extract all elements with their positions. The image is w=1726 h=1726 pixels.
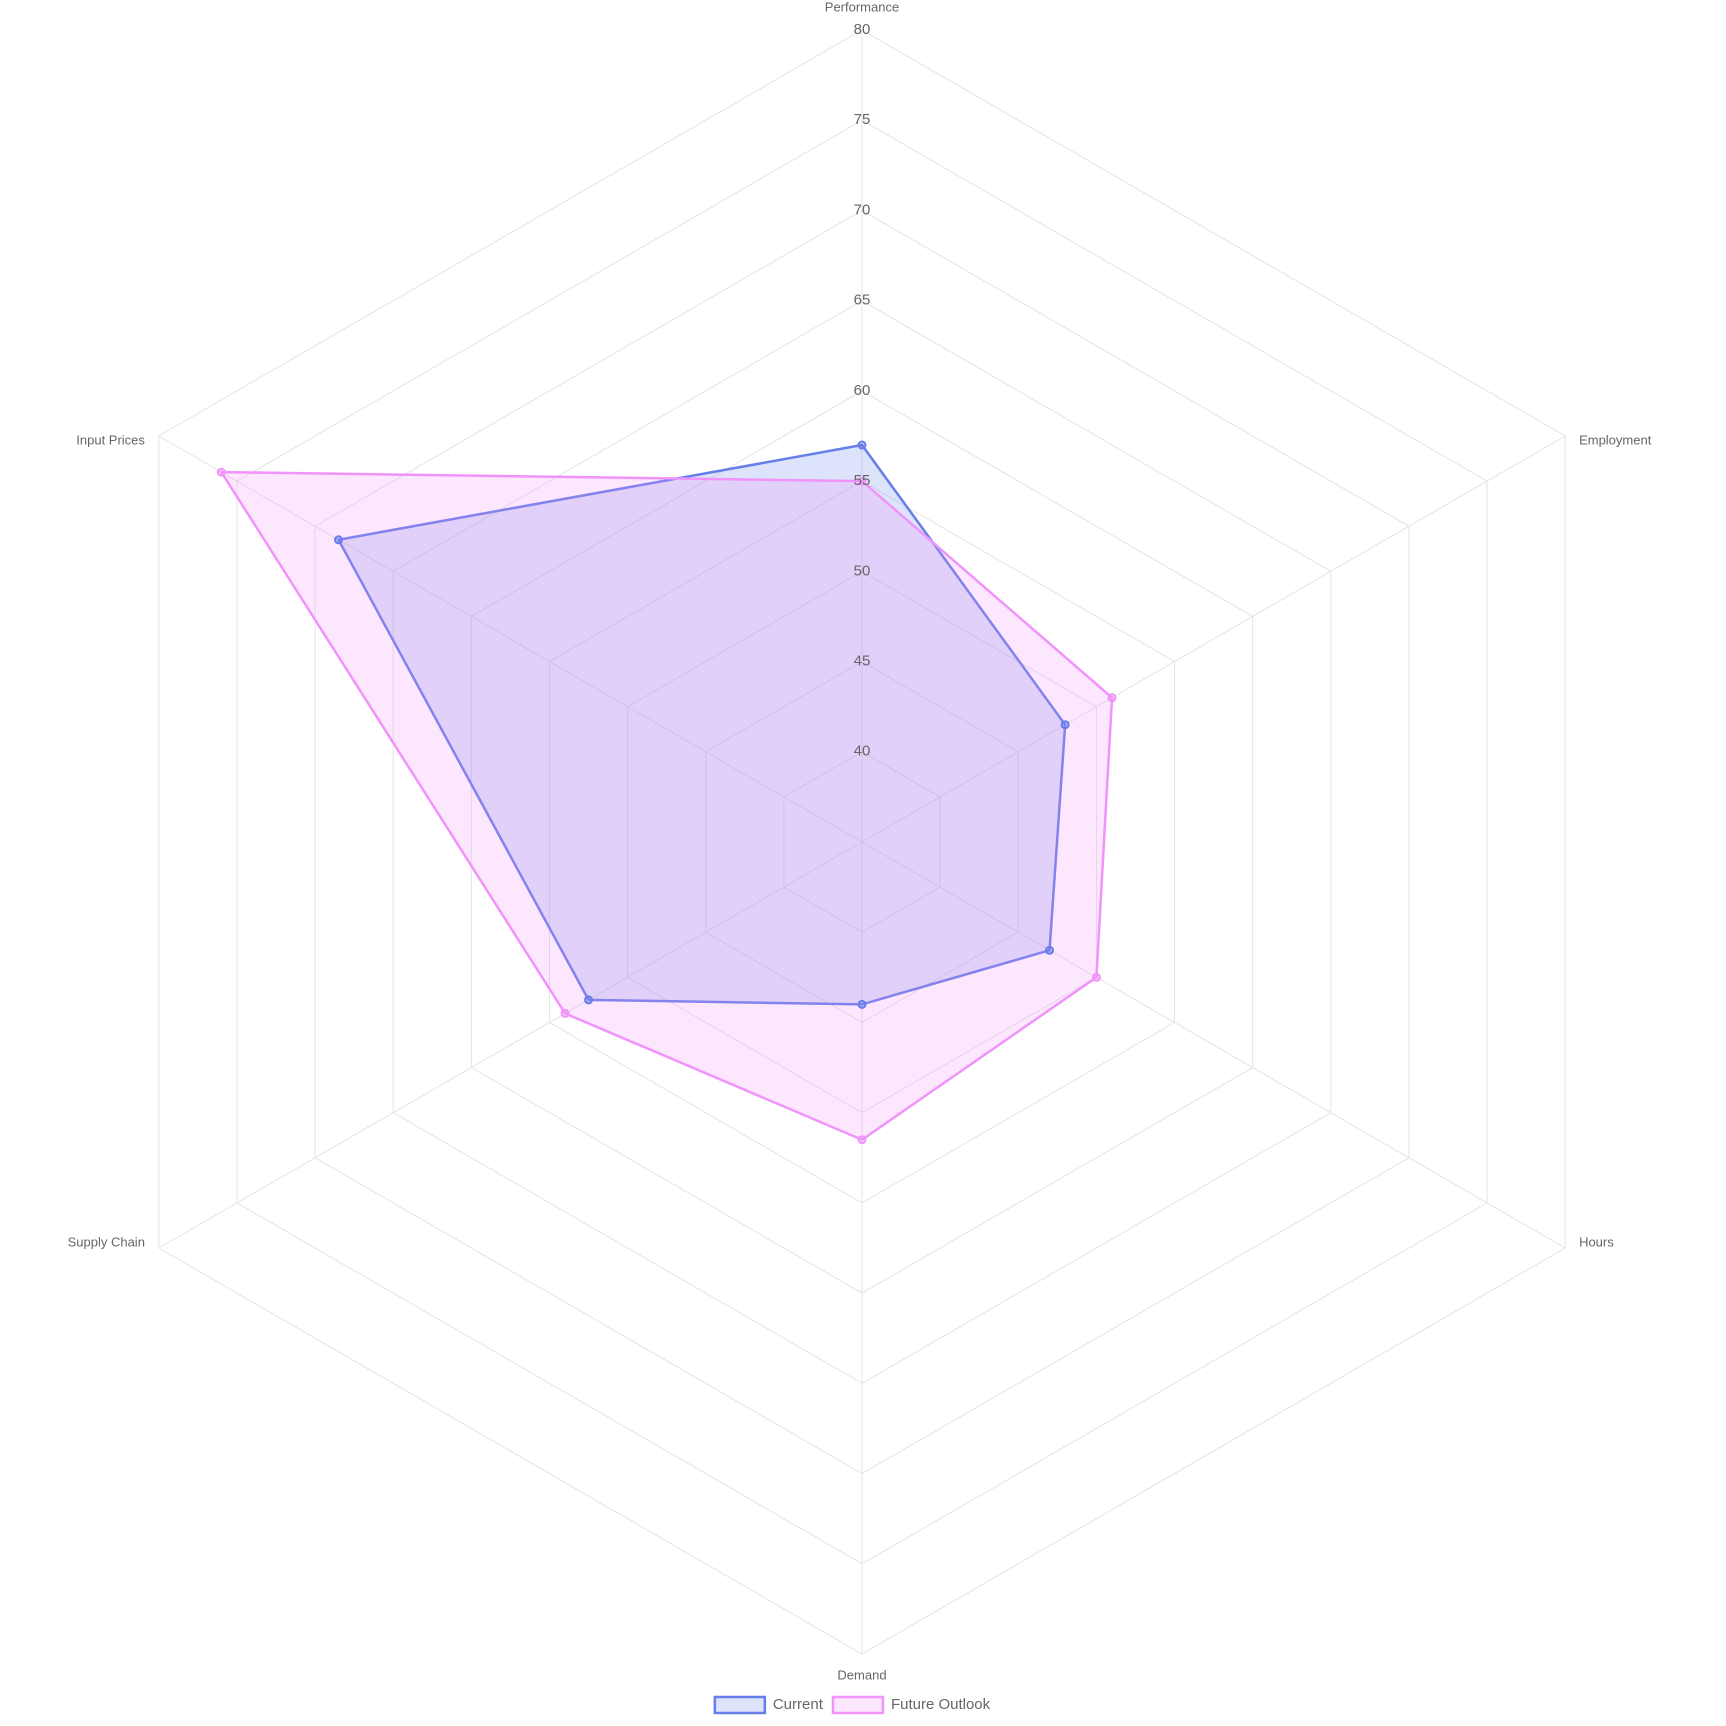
grid-ring	[236, 119, 1488, 1565]
r-tick-label: 75	[854, 111, 871, 128]
data-point	[857, 999, 867, 1009]
grid-ring	[158, 29, 1566, 1655]
legend-item: Future Outlook	[831, 1695, 991, 1715]
r-tick-label: 50	[854, 562, 871, 579]
r-tick-label: 40	[854, 743, 871, 760]
r-tick-label: 80	[854, 21, 871, 38]
grid-ring	[783, 751, 941, 933]
data-point	[1060, 720, 1070, 730]
grid-ring	[548, 480, 1176, 1204]
grid-ring	[314, 209, 1410, 1475]
spoke	[158, 435, 863, 843]
series-area	[336, 443, 1067, 1006]
legend-label: Future Outlook	[891, 1696, 991, 1713]
category-label: Employment	[1579, 432, 1652, 447]
data-point	[1045, 945, 1055, 955]
data-point	[560, 1008, 570, 1018]
legend-item: Current	[713, 1695, 824, 1715]
grid-ring	[705, 660, 1019, 1024]
data-point	[857, 1135, 867, 1145]
data-point	[333, 535, 343, 545]
spoke	[861, 435, 1566, 843]
legend-swatch	[713, 1695, 767, 1715]
data-point	[857, 440, 867, 450]
data-point	[857, 476, 867, 486]
category-label: Performance	[825, 0, 899, 14]
data-point	[1091, 972, 1101, 982]
category-label: Supply Chain	[68, 1234, 145, 1249]
category-label: Hours	[1579, 1234, 1614, 1249]
data-point	[584, 995, 594, 1005]
data-point	[1107, 693, 1117, 703]
legend-label: Current	[773, 1696, 824, 1713]
spoke	[158, 841, 863, 1249]
r-tick-label: 65	[854, 292, 871, 309]
r-tick-label: 55	[854, 472, 871, 489]
category-label: Input Prices	[76, 432, 145, 447]
category-label: Demand	[837, 1667, 886, 1682]
data-point	[216, 467, 226, 477]
series-area	[218, 470, 1114, 1142]
legend-swatch	[831, 1695, 885, 1715]
r-tick-label: 60	[854, 382, 871, 399]
r-tick-label: 45	[854, 653, 871, 670]
r-tick-label: 70	[854, 201, 871, 218]
grid-ring	[470, 390, 1254, 1294]
grid-ring	[627, 570, 1097, 1114]
grid-ring	[392, 300, 1332, 1384]
spoke	[861, 841, 1566, 1249]
